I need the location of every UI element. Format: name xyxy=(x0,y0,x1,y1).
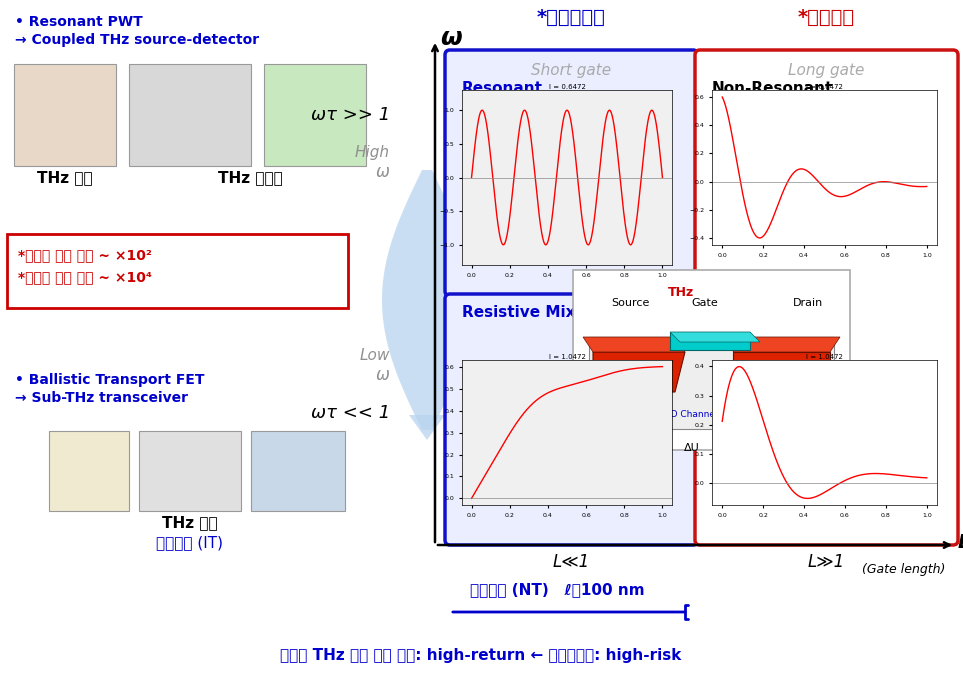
Title: l = 0.6472: l = 0.6472 xyxy=(806,84,843,90)
Text: 나노기술 (NT)   ℓ～100 nm: 나노기술 (NT) ℓ～100 nm xyxy=(470,582,644,597)
Text: ω: ω xyxy=(440,26,461,50)
FancyBboxPatch shape xyxy=(49,431,129,511)
Text: Non-Resonant: Non-Resonant xyxy=(712,81,833,96)
Text: =: = xyxy=(580,375,591,389)
Text: (Gate length): (Gate length) xyxy=(862,563,945,576)
FancyBboxPatch shape xyxy=(129,64,251,166)
Text: Resonant: Resonant xyxy=(462,81,543,96)
Polygon shape xyxy=(382,170,472,430)
Text: Source: Source xyxy=(611,298,649,308)
Text: Long gate: Long gate xyxy=(789,63,865,78)
Text: ω: ω xyxy=(377,163,390,181)
Text: *반응도 제약 와해 ~ ×10⁴: *반응도 제약 와해 ~ ×10⁴ xyxy=(18,270,152,284)
Text: 다양한 THz 응용 분야 창출: high-return ← 미개발영역: high-risk: 다양한 THz 응용 분야 창출: high-return ← 미개발영역: h… xyxy=(280,648,682,663)
Text: THz 이미징: THz 이미징 xyxy=(218,170,282,185)
Text: Gate: Gate xyxy=(691,298,718,308)
Text: THz 통신: THz 통신 xyxy=(162,515,218,530)
Text: ωτ << 1: ωτ << 1 xyxy=(311,404,390,422)
Text: L≫1: L≫1 xyxy=(808,553,846,571)
Text: ω: ω xyxy=(377,366,390,384)
Polygon shape xyxy=(583,337,685,352)
FancyBboxPatch shape xyxy=(7,234,348,308)
Title: l = 0.6472: l = 0.6472 xyxy=(549,84,586,90)
Text: ΔU: ΔU xyxy=(684,443,699,453)
Text: • Ballistic Transport FET: • Ballistic Transport FET xyxy=(15,373,204,387)
Text: *이동도 제약 와해 ~ ×10²: *이동도 제약 와해 ~ ×10² xyxy=(18,248,152,262)
Polygon shape xyxy=(733,352,830,392)
Text: *개발영역: *개발영역 xyxy=(798,8,855,27)
FancyBboxPatch shape xyxy=(445,50,698,296)
Text: L≪1: L≪1 xyxy=(553,553,590,571)
Text: High: High xyxy=(355,144,390,159)
Polygon shape xyxy=(733,337,840,352)
FancyBboxPatch shape xyxy=(251,431,345,511)
Polygon shape xyxy=(593,352,685,392)
Polygon shape xyxy=(409,415,445,440)
Text: Low: Low xyxy=(359,348,390,362)
FancyBboxPatch shape xyxy=(264,64,366,166)
Text: ωτ >> 1: ωτ >> 1 xyxy=(311,106,390,124)
Text: THz 분광: THz 분광 xyxy=(38,170,92,185)
FancyBboxPatch shape xyxy=(139,431,241,511)
Polygon shape xyxy=(670,332,760,342)
Text: Resistive Mixer: Resistive Mixer xyxy=(462,305,593,320)
Title: l = 1.0472: l = 1.0472 xyxy=(806,354,843,360)
Text: • Resonant PWT: • Resonant PWT xyxy=(15,15,143,29)
FancyBboxPatch shape xyxy=(589,337,834,429)
FancyBboxPatch shape xyxy=(14,64,116,166)
Text: Drain: Drain xyxy=(793,298,823,308)
FancyBboxPatch shape xyxy=(695,50,958,545)
Text: *미개발영역: *미개발영역 xyxy=(537,8,606,27)
Text: Short gate: Short gate xyxy=(532,63,612,78)
Title: l = 1.0472: l = 1.0472 xyxy=(549,354,586,360)
FancyBboxPatch shape xyxy=(573,270,850,450)
Text: THz: THz xyxy=(668,286,694,299)
Text: L: L xyxy=(958,533,963,551)
Text: 2D Channel: 2D Channel xyxy=(665,410,717,419)
Text: 정보기술 (IT): 정보기술 (IT) xyxy=(157,535,223,550)
FancyBboxPatch shape xyxy=(670,332,750,350)
FancyBboxPatch shape xyxy=(445,294,698,545)
Text: → Sub-THz transceiver: → Sub-THz transceiver xyxy=(15,391,188,405)
Text: → Coupled THz source-detector: → Coupled THz source-detector xyxy=(15,33,259,47)
